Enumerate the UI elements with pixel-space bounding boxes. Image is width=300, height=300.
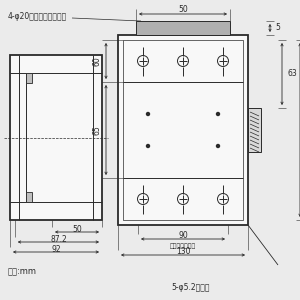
- Bar: [123, 40, 243, 82]
- Text: 87.2: 87.2: [51, 235, 68, 244]
- Bar: [118, 35, 248, 225]
- Bar: [123, 178, 243, 220]
- Text: 92: 92: [51, 244, 61, 253]
- Text: 65: 65: [92, 125, 101, 135]
- Bar: [26, 192, 32, 202]
- Text: 63: 63: [287, 70, 297, 79]
- Text: 130: 130: [176, 247, 190, 256]
- Text: 50: 50: [178, 5, 188, 14]
- Text: 4-φ20裏面ノックアウト: 4-φ20裏面ノックアウト: [8, 12, 67, 21]
- Text: 5-φ5.2取付稴: 5-φ5.2取付稴: [172, 284, 210, 292]
- Text: 90: 90: [178, 230, 188, 239]
- Text: （取付ピッチ）: （取付ピッチ）: [170, 243, 196, 249]
- Text: 単位:mm: 単位:mm: [8, 268, 37, 277]
- Circle shape: [216, 112, 220, 116]
- Bar: [26, 73, 32, 83]
- Text: 60: 60: [92, 56, 101, 66]
- Bar: [248, 108, 261, 152]
- Bar: [123, 40, 243, 220]
- Bar: [136, 21, 230, 35]
- Text: 5: 5: [275, 23, 280, 32]
- Circle shape: [146, 112, 150, 116]
- Text: 50: 50: [72, 224, 82, 233]
- Bar: [10, 55, 102, 220]
- Circle shape: [146, 144, 150, 148]
- Circle shape: [216, 144, 220, 148]
